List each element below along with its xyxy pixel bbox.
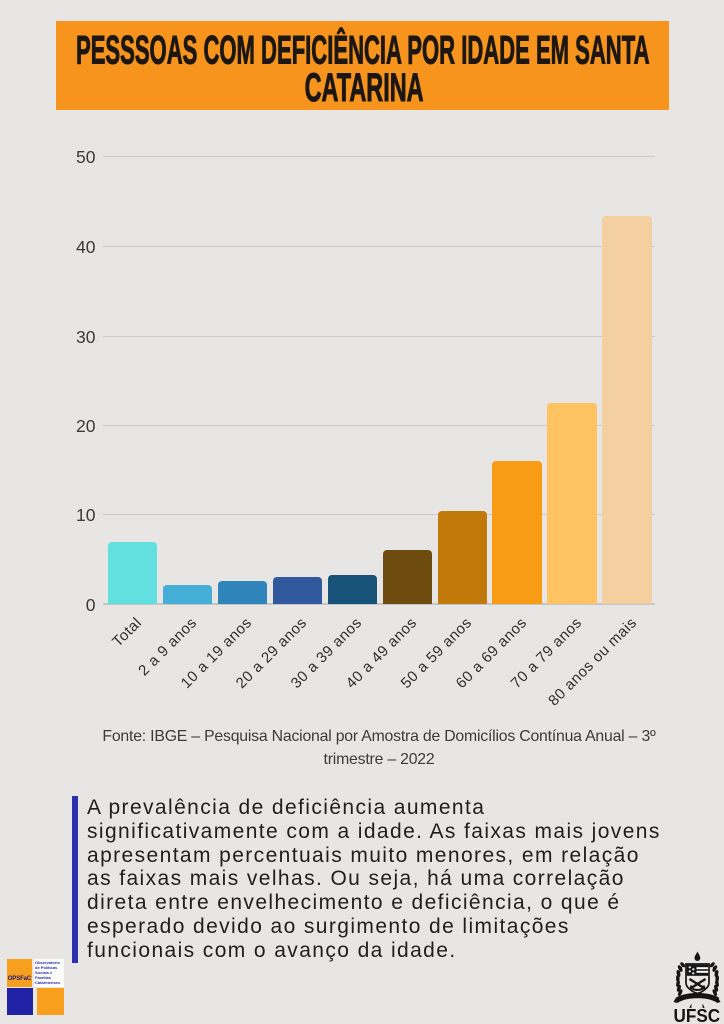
svg-text:PESSSOAS COM DEFICIÊNCIA POR I: PESSSOAS COM DEFICIÊNCIA POR IDADE EM SA…	[76, 28, 650, 72]
svg-text:CATARINA: CATARINA	[305, 66, 424, 110]
svg-text:UFSC: UFSC	[674, 1006, 721, 1024]
